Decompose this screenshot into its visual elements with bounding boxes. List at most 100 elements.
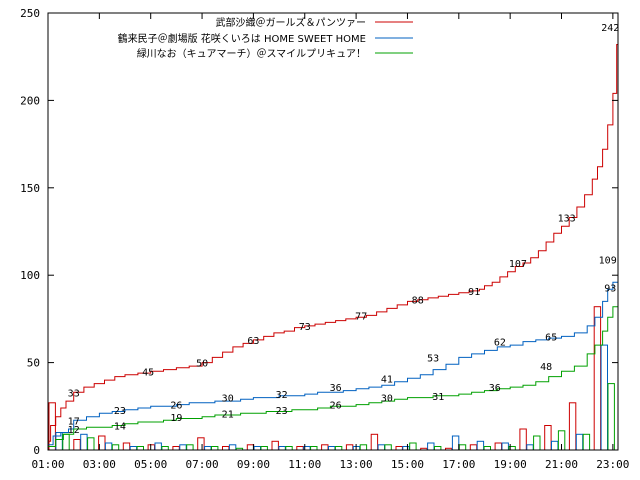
x-tick-label: 15:00: [391, 458, 424, 471]
legend-label: 緑川なお（キュアマーチ）＠スマイルプリキュア！: [137, 47, 366, 60]
hourly-bar: [186, 444, 194, 451]
series-line-1: [48, 27, 619, 442]
data-label: 77: [355, 311, 367, 322]
y-tick-label: 0: [33, 444, 40, 457]
hourly-bar: [409, 442, 417, 451]
hourly-bar: [204, 446, 212, 451]
hourly-bar: [136, 446, 145, 451]
hourly-bar: [260, 446, 268, 451]
data-label: 12: [68, 425, 80, 436]
x-tick-label: 01:00: [31, 458, 64, 471]
hourly-bar: [334, 446, 343, 451]
hourly-bar: [519, 428, 527, 451]
x-tick-label: 05:00: [134, 458, 167, 471]
data-label: 62: [494, 338, 506, 349]
x-tick-label: 23:00: [596, 458, 629, 471]
x-tick-label: 13:00: [340, 458, 373, 471]
hourly-bar: [476, 440, 485, 451]
hourly-bar: [328, 446, 336, 451]
y-tick-label: 200: [20, 94, 40, 107]
data-label: 26: [170, 401, 182, 412]
hourly-bar: [310, 446, 318, 451]
hourly-bar: [544, 425, 552, 451]
data-label: 14: [114, 422, 126, 433]
hourly-bar: [451, 435, 460, 451]
data-label: 21: [222, 409, 234, 420]
hourly-bar: [377, 444, 386, 451]
series-lines: [48, 27, 619, 447]
hourly-bar: [600, 344, 608, 451]
hourly-bar: [501, 442, 509, 451]
hourly-bar: [395, 446, 403, 451]
data-labels: 33 45 50 63 73 77 88 91 107 133 242 17 23 26 30 32 36 41 5…: [68, 23, 620, 436]
hourly-bar: [161, 446, 169, 451]
legend-label: 鶴来民子＠劇場版 花咲くいろは HOME SWEET HOME: [118, 32, 366, 45]
hourly-bar: [427, 442, 435, 451]
x-tick-label: 19:00: [494, 458, 527, 471]
data-label: 93: [604, 283, 616, 294]
x-tick-label: 07:00: [185, 458, 218, 471]
hourly-bar: [582, 433, 591, 451]
hourly-bar: [285, 446, 293, 451]
hourly-bar: [575, 433, 584, 451]
data-label: 32: [276, 390, 288, 401]
y-tick-label: 150: [20, 182, 40, 195]
hourly-bar: [370, 433, 379, 451]
hourly-bar: [147, 444, 156, 451]
data-label: 30: [222, 394, 234, 405]
data-label: 73: [299, 322, 311, 333]
data-label: 63: [247, 336, 259, 347]
data-label: 30: [381, 394, 393, 405]
hourly-bar: [458, 444, 467, 451]
hourly-bar: [533, 435, 541, 451]
data-label: 53: [427, 353, 439, 364]
x-tick-label: 17:00: [442, 458, 475, 471]
hourly-bar: [296, 446, 304, 451]
data-label: 48: [540, 362, 552, 373]
hourly-bar: [434, 446, 442, 451]
plot-frame: [47, 12, 619, 451]
hourly-bar: [111, 444, 120, 451]
series-line-2: [48, 259, 619, 446]
hourly-bar: [246, 444, 255, 451]
hourly-bar: [154, 442, 162, 451]
hourly-bar: [568, 402, 577, 451]
hourly-bar: [80, 433, 88, 451]
legend-label: 武部沙織＠ガールズ＆パンツァー: [216, 16, 367, 29]
data-label: 109: [599, 256, 617, 267]
hourly-bar: [104, 442, 113, 451]
data-label: 23: [114, 406, 126, 417]
hourly-bar: [172, 446, 180, 451]
hourly-bar: [129, 446, 138, 451]
data-label: 133: [558, 214, 576, 225]
hourly-bar: [55, 432, 63, 451]
data-label: 31: [432, 392, 444, 403]
data-label: 242: [601, 23, 619, 34]
data-label: 107: [509, 259, 527, 270]
data-label: 36: [489, 383, 501, 394]
hourly-bar: [87, 437, 95, 451]
hourly-bar: [321, 444, 329, 451]
data-label: 17: [68, 416, 80, 427]
data-label: 88: [412, 296, 424, 307]
data-label: 65: [545, 332, 557, 343]
hourly-bar: [253, 446, 262, 451]
hourly-bar: [526, 444, 534, 451]
hourly-bar: [345, 444, 354, 451]
hourly-bar: [494, 442, 503, 451]
hourly-bar: [593, 306, 602, 451]
x-tick-label: 09:00: [237, 458, 270, 471]
hourly-bar: [228, 444, 237, 451]
x-tick-label: 03:00: [83, 458, 116, 471]
y-tick-label: 100: [20, 269, 40, 282]
hourly-bar: [271, 440, 279, 451]
data-label: 36: [330, 383, 342, 394]
hourly-bar: [179, 444, 187, 451]
hourly-bar: [384, 444, 392, 451]
hourly-bar: [211, 446, 219, 451]
data-label: 45: [142, 367, 154, 378]
hourly-bar: [222, 446, 230, 451]
x-tick-label: 11:00: [288, 458, 321, 471]
y-tick-label: 50: [27, 357, 40, 370]
